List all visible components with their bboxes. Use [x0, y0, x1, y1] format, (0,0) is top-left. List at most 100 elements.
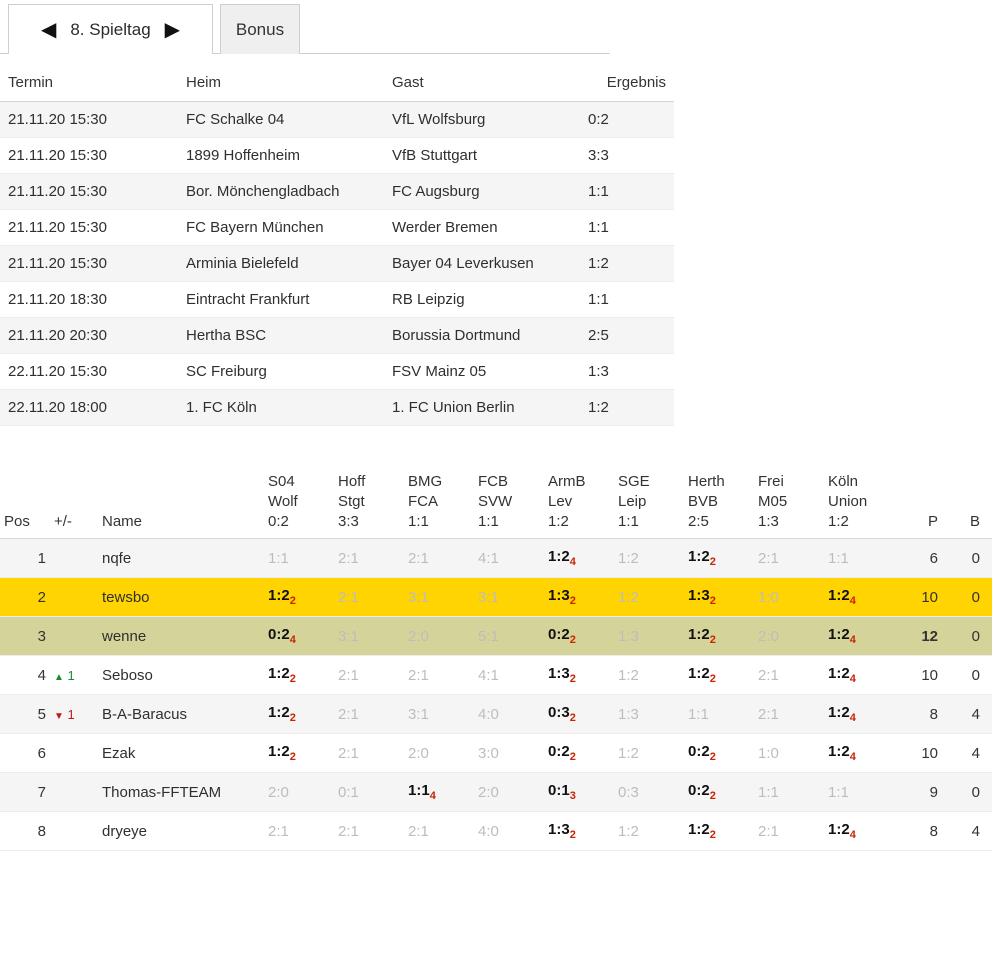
standings-header-match[interactable]: Frei M05 1:3	[754, 472, 824, 539]
standings-row[interactable]: 6Ezak1:222:12:03:00:221:20:221:01:241040…	[0, 733, 992, 773]
standings-row[interactable]: 3 wenne 0:24 3:1 2:0 5:1 0:22 1:3 1:22 2:0 1:24 12 0…	[0, 616, 992, 656]
tab-bonus[interactable]: Bonus	[220, 4, 300, 54]
standings-tip: 4:0	[474, 694, 544, 734]
tip-points: 2	[709, 595, 716, 607]
match-row[interactable]: 21.11.20 15:30 FC Bayern München Werder Br…	[0, 209, 674, 246]
tip-score: 1:3	[688, 587, 710, 604]
standings-row[interactable]: 5 ▼ 1 B-A-Baracus 1:22 2:1 3:1 4:0 0:32 1:3 1:1 2:…	[0, 694, 992, 734]
tip-points: 2	[709, 556, 716, 568]
standings-score: 1,33	[984, 616, 992, 656]
standings-tip: 2:1	[754, 694, 824, 734]
standings-tip: 1:22	[264, 655, 334, 695]
standings-player-name[interactable]: dryeye	[98, 811, 264, 851]
match-ergebnis: 1:1	[580, 173, 674, 210]
standings-tip: 2:1	[404, 655, 474, 695]
next-matchday-icon[interactable]: ▶	[164, 18, 181, 41]
tip-points: 2	[569, 712, 576, 724]
tip-score: 1:3	[548, 587, 570, 604]
match-row[interactable]: 21.11.20 18:30 Eintracht Frankfurt RB Leip…	[0, 281, 674, 318]
tip-points: 2	[289, 673, 296, 685]
standings-tip: 1:24	[824, 616, 894, 656]
standings-header-match[interactable]: BMG FCA 1:1	[404, 472, 474, 539]
standings-player-name[interactable]: wenne	[98, 616, 264, 656]
match-row[interactable]: 22.11.20 15:30 SC Freiburg FSV Mainz 05 1:3	[0, 353, 674, 390]
tip-score: 0:2	[688, 782, 710, 799]
standings-header-match[interactable]: ArmB Lev 1:2	[544, 472, 614, 539]
standings-header-match[interactable]: S04 Wolf 0:2	[264, 472, 334, 539]
tip-score: 1:2	[688, 821, 710, 838]
match-row[interactable]: 21.11.20 15:30 FC Schalke 04 VfL Wolfsburg…	[0, 101, 674, 138]
standings-table: Pos +/- Name S04 Wolf 0:2 Hoff Stgt 3:3 BMG FCA 1:1…	[0, 472, 992, 851]
match-row[interactable]: 21.11.20 20:30 Hertha BSC Borussia Dortmun…	[0, 317, 674, 354]
matches-body: 21.11.20 15:30 FC Schalke 04 VfL Wolfsburg…	[0, 101, 674, 426]
tip-score: 1:2	[688, 548, 710, 565]
standings-tip: 3:1	[404, 577, 474, 617]
standings-move: ▼ 1	[50, 694, 98, 734]
match-away-abbr: SVW	[478, 493, 513, 510]
standings-row[interactable]: 1nqfe1:12:12:14:11:241:21:222:11:1603,33…	[0, 538, 992, 578]
tip-score: 0:2	[688, 743, 710, 760]
tip-score: 2:0	[408, 744, 429, 762]
tip-score: 0:2	[548, 743, 570, 760]
match-row[interactable]: 21.11.20 15:30 Arminia Bielefeld Bayer 04 …	[0, 245, 674, 282]
tip-score: 1:2	[268, 743, 290, 760]
standings-tip: 2:1	[754, 655, 824, 695]
standings-header-name: Name	[98, 472, 264, 539]
standings-score: 3,33	[984, 538, 992, 578]
standings-header-match[interactable]: Köln Union 1:2	[824, 472, 894, 539]
standings-row[interactable]: 2 tewsbo 1:22 2:1 3:1 3:1 1:32 1:2 1:32 1:0 1:24 10…	[0, 577, 992, 617]
tip-points: 2	[709, 829, 716, 841]
standings-tip: 1:1	[684, 694, 754, 734]
match-result: 1:1	[408, 513, 429, 530]
standings-player-name[interactable]: Thomas-FFTEAM	[98, 772, 264, 812]
tip-points: 2	[569, 595, 576, 607]
standings-header-b: B	[942, 472, 984, 539]
standings-header-match[interactable]: Hoff Stgt 3:3	[334, 472, 404, 539]
standings-tip: 2:1	[334, 811, 404, 851]
tip-score: 1:1	[828, 549, 849, 567]
match-home-abbr: Herth	[688, 473, 725, 490]
standings-header-match[interactable]: Herth BVB 2:5	[684, 472, 754, 539]
standings-position: 1	[0, 538, 50, 578]
match-row[interactable]: 22.11.20 18:00 1. FC Köln 1. FC Union Berl…	[0, 389, 674, 426]
move-down-icon: ▼	[54, 710, 64, 722]
standings-row[interactable]: 4 ▲ 1 Seboso 1:22 2:1 2:1 4:1 1:32 1:2 1:22 2:1 1:2…	[0, 655, 992, 695]
standings-tip: 2:1	[334, 577, 404, 617]
tip-points: 4	[849, 829, 856, 841]
tip-score: 4:0	[478, 822, 499, 840]
tab-spieltag[interactable]: ◀ 8. Spieltag ▶	[8, 4, 213, 54]
tip-score: 2:1	[338, 588, 359, 606]
standings-player-name[interactable]: Ezak	[98, 733, 264, 773]
match-heim: SC Freiburg	[178, 353, 384, 390]
standings-header-match[interactable]: SGE Leip 1:1	[614, 472, 684, 539]
standings-tip: 2:1	[754, 811, 824, 851]
standings-tip: 0:22	[684, 733, 754, 773]
match-row[interactable]: 21.11.20 15:30 1899 Hoffenheim VfB Stuttga…	[0, 137, 674, 174]
standings-player-name[interactable]: nqfe	[98, 538, 264, 578]
match-gast: VfB Stuttgart	[384, 137, 580, 174]
standings-player-name[interactable]: B-A-Baracus	[98, 694, 264, 734]
match-result: 1:2	[828, 513, 849, 530]
standings-tip: 0:22	[544, 616, 614, 656]
standings-tip: 2:0	[404, 616, 474, 656]
prev-matchday-icon[interactable]: ◀	[40, 18, 57, 41]
tip-points: 4	[849, 673, 856, 685]
tip-score: 1:2	[268, 704, 290, 721]
match-result: 1:2	[548, 513, 569, 530]
standings-tip: 0:3	[614, 772, 684, 812]
standings-player-name[interactable]: Seboso	[98, 655, 264, 695]
standings-tip: 2:1	[334, 655, 404, 695]
tip-score: 1:3	[548, 665, 570, 682]
standings-row[interactable]: 7 Thomas-FFTEAM 2:0 0:1 1:14 2:0 0:13 0:3 0:22 1:…	[0, 772, 992, 812]
standings-player-name[interactable]: tewsbo	[98, 577, 264, 617]
tip-score: 1:2	[688, 626, 710, 643]
standings-score: 0,33	[984, 733, 992, 773]
tip-score: 1:1	[758, 783, 779, 801]
match-ergebnis: 1:1	[580, 281, 674, 318]
standings-tip: 2:0	[754, 616, 824, 656]
standings-points: 10	[894, 577, 942, 617]
standings-header-match[interactable]: FCB SVW 1:1	[474, 472, 544, 539]
match-row[interactable]: 21.11.20 15:30 Bor. Mönchengladbach FC Aug…	[0, 173, 674, 210]
standings-row[interactable]: 8dryeye2:12:12:14:01:321:21:222:11:24840…	[0, 811, 992, 851]
standings-header-plusminus: +/-	[50, 472, 98, 539]
